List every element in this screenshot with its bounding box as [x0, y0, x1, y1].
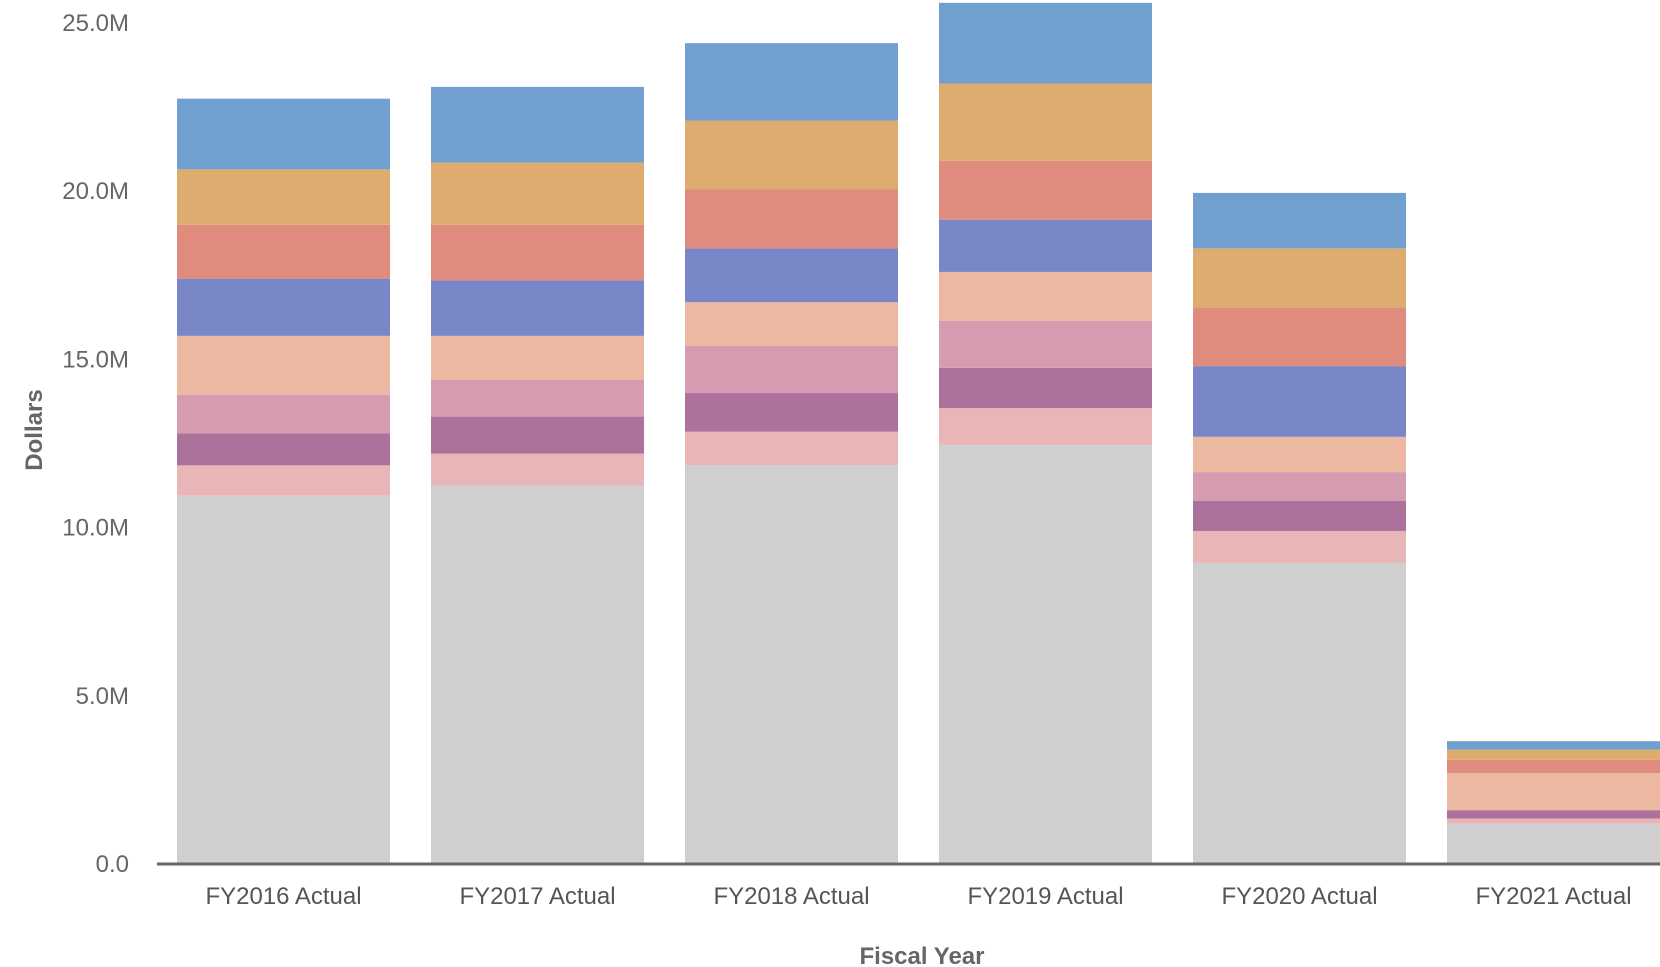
- y-axis-title: Dollars: [21, 389, 48, 470]
- bar-segment: [1193, 562, 1406, 864]
- x-axis-labels: FY2016 Actual FY2017 Actual FY2018 Actual F…: [205, 883, 1631, 910]
- bars-layer: [177, 2, 1660, 864]
- bar-segment: [177, 169, 390, 225]
- bar-segment: [685, 345, 898, 394]
- bar-segment: [431, 224, 644, 281]
- bar-segment: [685, 431, 898, 466]
- bar-segment: [431, 453, 644, 486]
- bar-segment: [685, 120, 898, 190]
- bar-segment: [1447, 741, 1660, 750]
- bar-segment: [177, 98, 390, 170]
- bar-segment: [685, 189, 898, 249]
- bar-segment: [939, 2, 1152, 84]
- bar-segment: [1193, 530, 1406, 563]
- bar-segment: [685, 248, 898, 303]
- bar-segment: [685, 302, 898, 346]
- bar-segment: [1447, 749, 1660, 760]
- bar-segment: [1193, 248, 1406, 308]
- bar-segment: [177, 465, 390, 496]
- y-tick-label: 10.0M: [62, 515, 129, 542]
- bar-segment: [177, 394, 390, 434]
- x-tick-label: FY2018 Actual: [713, 883, 869, 910]
- bar-segment: [1193, 192, 1406, 249]
- x-tick-label: FY2019 Actual: [967, 883, 1123, 910]
- bar-segment: [939, 271, 1152, 321]
- bar-segment: [177, 278, 390, 336]
- x-tick-label: FY2016 Actual: [205, 883, 361, 910]
- bar-segment: [1447, 823, 1660, 864]
- bar-segment: [685, 393, 898, 432]
- bar-segment: [1193, 500, 1406, 531]
- bar-segment: [431, 280, 644, 336]
- bar-segment: [431, 485, 644, 864]
- y-tick-label: 0.0: [96, 851, 129, 878]
- bar-segment: [1193, 366, 1406, 437]
- bar-segment: [177, 335, 390, 395]
- bar-segment: [939, 219, 1152, 272]
- bar-segment: [177, 495, 390, 864]
- bar-segment: [431, 335, 644, 380]
- bar-segment: [1193, 307, 1406, 367]
- bar-segment: [431, 379, 644, 417]
- bar-segment: [1193, 436, 1406, 473]
- x-tick-label: FY2017 Actual: [459, 883, 615, 910]
- y-tick-label: 20.0M: [62, 178, 129, 205]
- y-axis-ticks: 0.0 5.0M 10.0M 15.0M 20.0M 25.0M: [62, 10, 129, 878]
- bar-segment: [685, 465, 898, 864]
- bar-segment: [939, 83, 1152, 161]
- bar-segment: [1447, 810, 1660, 819]
- y-tick-label: 15.0M: [62, 346, 129, 373]
- x-tick-label: FY2021 Actual: [1475, 883, 1631, 910]
- x-axis-title: Fiscal Year: [860, 943, 985, 967]
- y-tick-label: 5.0M: [76, 683, 129, 710]
- bar-segment: [685, 43, 898, 121]
- x-tick-label: FY2020 Actual: [1221, 883, 1377, 910]
- bar-segment: [1447, 759, 1660, 774]
- bar-segment: [431, 416, 644, 454]
- bar-segment: [1447, 773, 1660, 811]
- bar-segment: [177, 433, 390, 466]
- bar-segment: [1447, 818, 1660, 824]
- bar-segment: [939, 320, 1152, 368]
- bar-segment: [1193, 472, 1406, 501]
- bar-segment: [431, 86, 644, 163]
- bar-segment: [939, 160, 1152, 220]
- bar-segment: [939, 367, 1152, 409]
- bar-segment: [939, 445, 1152, 864]
- bar-segment: [939, 408, 1152, 446]
- bar-segment: [431, 162, 644, 225]
- y-tick-label: 25.0M: [62, 10, 129, 37]
- bar-segment: [177, 224, 390, 279]
